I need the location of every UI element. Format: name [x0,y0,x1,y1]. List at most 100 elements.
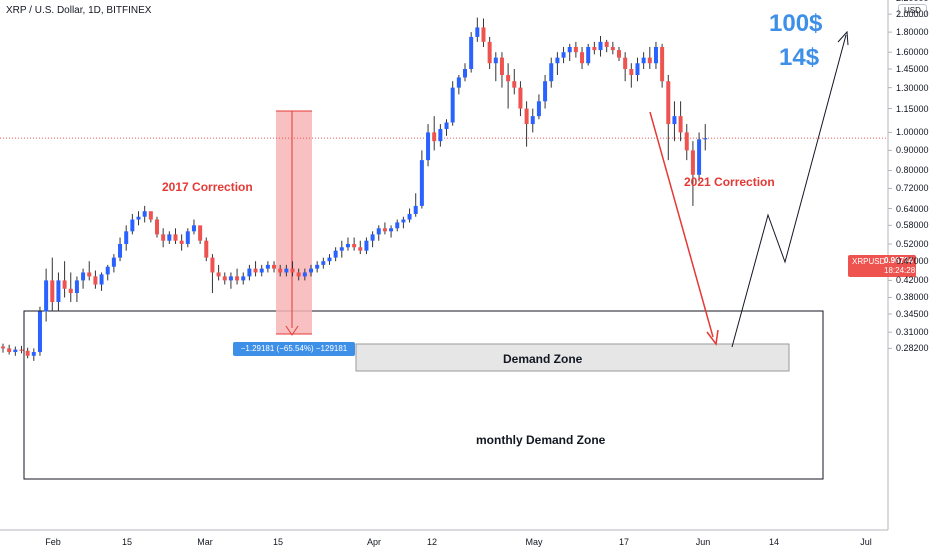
candle-body [31,352,36,356]
y-tick-label: 0.34500 [896,308,929,319]
candle-body [13,349,18,353]
candle-body [518,87,523,109]
candle-body [265,264,270,269]
candle [339,240,344,258]
correction-2021-arrow-line [649,111,714,338]
candle [549,57,554,88]
candle-body [124,231,129,244]
candle-body [296,272,301,277]
candle-body [395,222,400,229]
candle-body [450,87,455,123]
candle [327,254,332,265]
candle [173,228,178,244]
candle [185,228,190,248]
candle [352,237,357,251]
candle [506,63,511,109]
candle-body [216,272,221,277]
candle-body [481,27,486,42]
y-tick-label: 1.30000 [896,82,929,93]
candle [450,81,455,126]
candle-body [684,132,689,151]
demand-zone-label: Demand Zone [503,352,583,366]
candle-body [136,216,141,220]
candle [87,261,92,281]
candle [93,270,98,289]
candle-body [25,350,30,356]
candle [37,306,42,356]
candle [407,208,412,223]
candle-body [130,219,135,232]
candle [333,247,338,262]
x-tick-label: Feb [45,537,61,547]
candle-body [167,234,172,241]
candle-body [512,81,517,88]
candle [481,18,486,47]
monthly-demand-zone-box [23,310,824,480]
candle-body [247,268,252,277]
candle [216,264,221,281]
candle [13,346,18,356]
candle [697,132,702,182]
candle [68,272,73,303]
x-tick-label: May [525,537,543,547]
candle [364,237,369,255]
candle [315,261,320,273]
candle [469,32,474,73]
candle-body [185,231,190,244]
candle-body [56,280,61,303]
candle-body [592,46,597,51]
candle-body [105,266,110,275]
candle-body [426,132,431,161]
candle [530,108,535,133]
candle [678,101,683,142]
candle [419,150,424,209]
candle [684,124,689,161]
y-tick-label: 0.90000 [896,145,929,156]
candle [660,43,665,88]
candle-body [697,139,702,175]
candle-body [678,116,683,133]
candle [253,261,258,277]
candle [635,57,640,82]
candle [580,46,585,70]
candle [703,124,708,151]
candle-body [413,205,418,214]
y-tick-label: 0.31000 [896,327,929,338]
candle [376,225,381,241]
candle [31,348,36,361]
candle-body [87,272,92,277]
y-tick-label: 1.45000 [896,64,929,74]
candle [358,240,363,255]
candle-body [99,274,104,285]
candle [284,264,289,277]
currency-button[interactable]: USD [898,4,927,17]
y-tick-label: 0.38000 [896,292,929,303]
candle-body [506,74,511,82]
candle-body [37,311,42,353]
candle-body [333,250,338,258]
candle [204,237,209,262]
candle [241,272,246,285]
candle [592,41,597,55]
y-tick-label: 0.72000 [896,183,929,194]
candle [493,52,498,82]
candle-body [118,243,123,258]
candle [573,41,578,58]
candle-body [241,276,246,281]
candle-body [672,116,677,125]
candle [56,272,61,312]
chart-title: XRP / U.S. Dollar, 1D, BITFINEX [6,5,152,16]
candle-body [641,57,646,64]
candle-body [598,41,603,51]
candle-body [1,346,5,349]
candle-body [259,268,264,273]
candle-body [161,234,166,241]
candle [543,74,548,109]
candle-body [315,264,320,269]
candle-body [210,257,215,273]
candle-body [629,69,634,75]
y-tick-label: 1.80000 [896,27,929,38]
candle-body [272,264,277,269]
candle-body [376,228,381,235]
